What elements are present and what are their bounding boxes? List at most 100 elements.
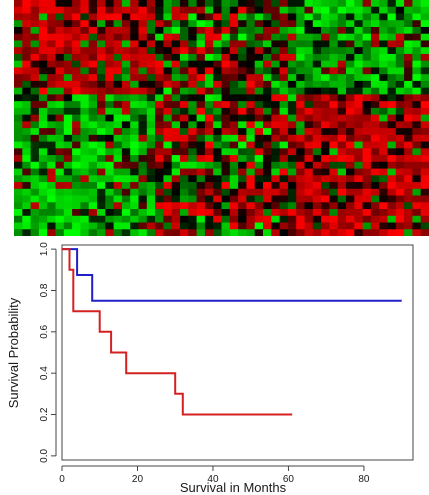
heatmap-cell [130, 107, 140, 116]
heatmap-cell [312, 74, 322, 82]
heatmap-cell [238, 141, 247, 149]
heatmap-cell [263, 26, 272, 35]
heatmap-cell [321, 128, 330, 136]
heatmap-cell [370, 141, 380, 149]
heatmap-cell [138, 80, 148, 89]
heatmap-cell [130, 155, 140, 163]
heatmap-cell [47, 33, 57, 42]
heatmap-cell [379, 168, 389, 176]
heatmap-cell [238, 94, 247, 102]
heatmap-cell [204, 188, 214, 197]
heatmap-cell [287, 33, 297, 42]
heatmap-cell [180, 74, 189, 82]
heatmap-cell [97, 188, 106, 197]
heatmap-cell [121, 6, 131, 15]
heatmap-cell [97, 141, 106, 149]
heatmap-cell [346, 13, 355, 21]
heatmap-cell [171, 33, 181, 42]
heatmap-cell [80, 202, 90, 210]
heatmap-cell [47, 0, 57, 8]
heatmap-cell [229, 148, 239, 156]
heatmap-cell [121, 33, 131, 42]
heatmap-cell [404, 128, 413, 136]
heatmap-cell [146, 155, 156, 163]
heatmap-cell [188, 87, 198, 95]
heatmap-cell [395, 80, 405, 89]
heatmap-cell [155, 80, 164, 89]
y-tick-label: 1.0 [39, 242, 50, 256]
heatmap-cell [171, 94, 181, 102]
heatmap-cell [238, 40, 247, 48]
heatmap-cell [296, 107, 306, 116]
heatmap-cell [271, 20, 281, 28]
heatmap-cell [420, 40, 429, 48]
heatmap-cell [296, 188, 306, 197]
heatmap-cell [22, 101, 32, 109]
heatmap-cell [14, 229, 23, 236]
heatmap-cell [138, 155, 148, 163]
heatmap-cell [80, 182, 90, 190]
heatmap-cell [221, 0, 231, 8]
heatmap-cell [321, 0, 330, 8]
heatmap-cell [30, 47, 40, 55]
heatmap-cell [113, 121, 123, 129]
heatmap-cell [171, 229, 181, 236]
heatmap-cell [312, 202, 322, 210]
heatmap-cell [213, 202, 223, 210]
heatmap-cell [304, 33, 314, 42]
heatmap-cell [263, 175, 272, 183]
heatmap-cell [387, 121, 397, 129]
heatmap-cell [254, 74, 264, 82]
heatmap-cell [312, 40, 322, 48]
heatmap-cell [55, 6, 65, 15]
heatmap-cell [113, 188, 123, 197]
heatmap-cell [370, 80, 380, 89]
heatmap-cell [370, 87, 380, 95]
heatmap-cell [80, 209, 90, 217]
heatmap-cell [30, 175, 40, 183]
heatmap-cell [420, 94, 429, 102]
heatmap-cell [47, 53, 57, 62]
heatmap-cell [80, 215, 90, 224]
heatmap-cell [138, 182, 148, 190]
heatmap-cell [55, 215, 65, 224]
heatmap-cell [63, 114, 73, 122]
heatmap-cell [420, 13, 429, 21]
heatmap-cell [88, 202, 98, 210]
heatmap-cell [146, 0, 156, 8]
heatmap-cell [296, 94, 306, 102]
heatmap-cell [171, 114, 181, 122]
heatmap-cell [304, 195, 314, 203]
heatmap-cell [229, 26, 239, 35]
heatmap-cell [329, 67, 339, 75]
heatmap-cell [47, 87, 57, 95]
heatmap-cell [163, 121, 173, 129]
heatmap-cell [304, 168, 314, 176]
heatmap-cell [229, 67, 239, 75]
heatmap-cell [88, 0, 98, 8]
heatmap-cell [238, 67, 247, 75]
heatmap-cell [354, 13, 364, 21]
heatmap-cell [80, 47, 90, 55]
heatmap-cell [370, 101, 380, 109]
heatmap-cell [213, 80, 223, 89]
heatmap-cell [146, 175, 156, 183]
heatmap-cell [221, 202, 231, 210]
heatmap-cell [404, 6, 413, 15]
heatmap-cell [238, 188, 247, 197]
heatmap-cell [130, 13, 140, 21]
heatmap-cell [63, 94, 73, 102]
heatmap-cell [304, 53, 314, 62]
heatmap-cell [296, 40, 306, 48]
heatmap-cell [14, 195, 23, 203]
heatmap-cell [88, 128, 98, 136]
heatmap-cell [337, 6, 347, 15]
heatmap-cell [22, 121, 32, 129]
heatmap-cell [329, 20, 339, 28]
heatmap-cell [130, 195, 140, 203]
heatmap-cell [171, 26, 181, 35]
heatmap-cell [354, 222, 364, 230]
heatmap-cell [14, 20, 23, 28]
heatmap-cell [246, 182, 256, 190]
heatmap-cell [72, 6, 81, 15]
